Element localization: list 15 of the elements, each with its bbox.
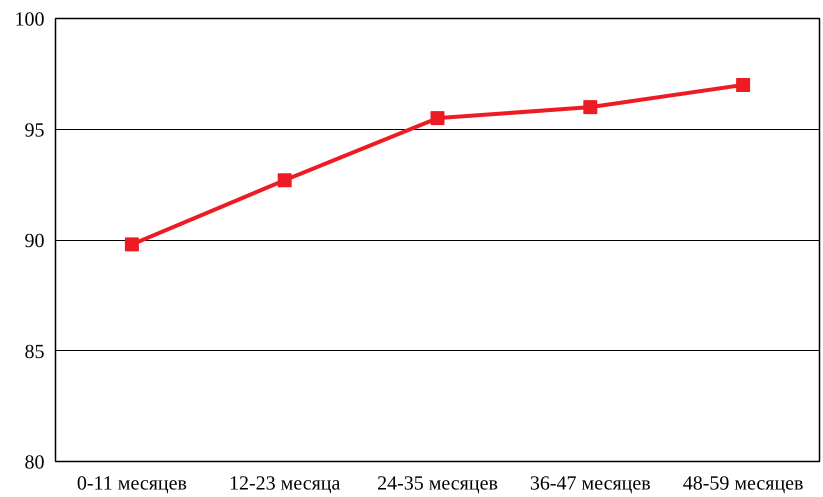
x-tick-label: 12-23 месяца bbox=[229, 472, 340, 494]
y-tick-label: 85 bbox=[24, 340, 44, 363]
y-tick-label: 90 bbox=[24, 230, 44, 252]
point bbox=[124, 237, 139, 252]
y-tick-label: 100 bbox=[14, 8, 44, 30]
point bbox=[278, 173, 292, 188]
point bbox=[430, 111, 444, 126]
x-tick-label: 24-35 месяцев bbox=[377, 472, 498, 494]
x-tick-label: 0-11 месяцев bbox=[76, 472, 187, 494]
point bbox=[583, 100, 598, 114]
point bbox=[736, 78, 750, 92]
y-tick-label: 95 bbox=[24, 119, 44, 142]
x-tick-label: 48-59 месяцев bbox=[682, 472, 804, 494]
y-tick-label: 80 bbox=[24, 452, 44, 474]
x-tick-label: 36-47 месяцев bbox=[530, 472, 651, 494]
